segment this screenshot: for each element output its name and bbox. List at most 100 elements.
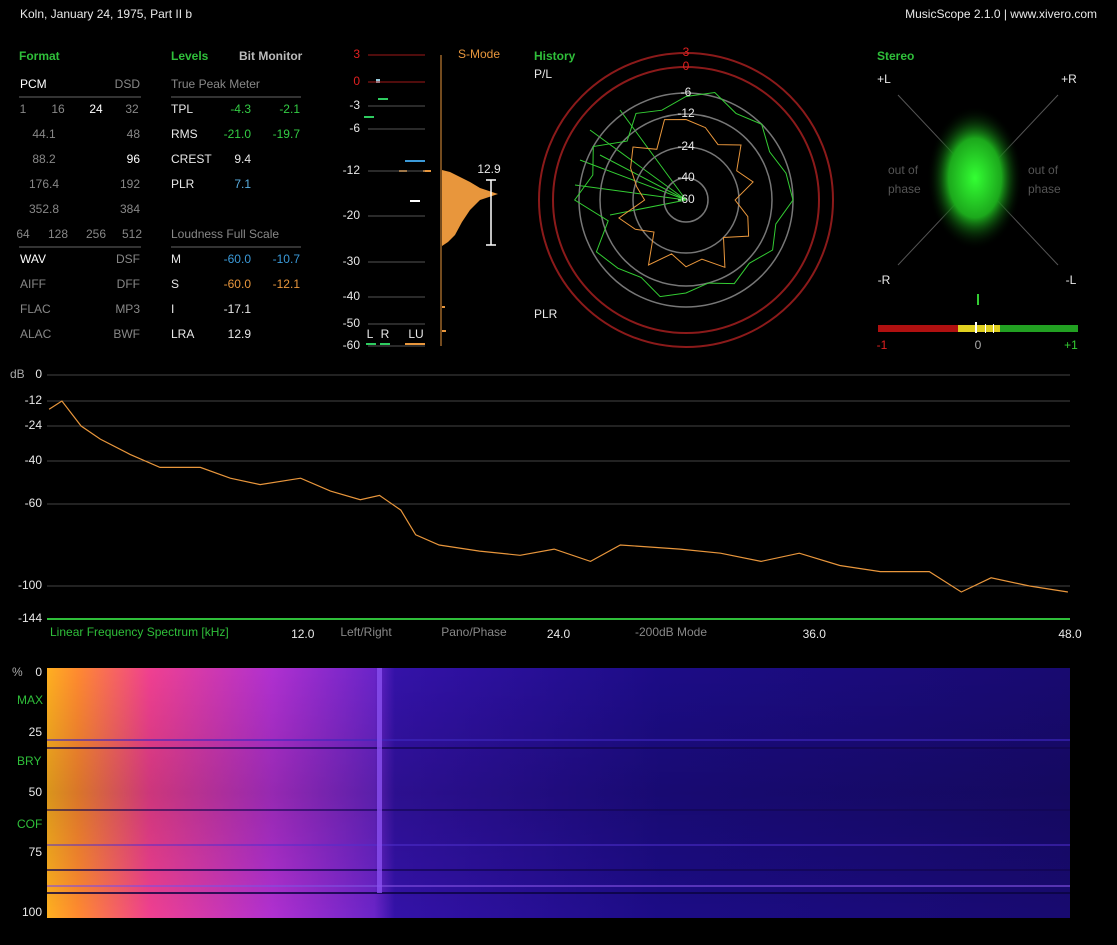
spectrum-button[interactable]: Left/Right (340, 625, 392, 639)
phase-note: phase (1028, 182, 1061, 196)
x-tick-label: 36.0 (803, 627, 827, 641)
level-label: I (171, 302, 174, 316)
format-option: 64 (16, 227, 30, 241)
format-option: 88.2 (32, 152, 56, 166)
history-ring-label: -12 (677, 106, 695, 120)
format-option: 192 (120, 177, 140, 191)
history-label: P/L (534, 67, 552, 81)
history-label: PLR (534, 307, 558, 321)
m-marker (405, 160, 425, 162)
y-tick-label: 0 (35, 367, 42, 381)
format-option: PCM (20, 77, 47, 91)
bit-monitor[interactable]: Bit Monitor (239, 49, 303, 63)
x-tick-label: 24.0 (547, 627, 571, 641)
level-label: RMS (171, 127, 198, 141)
lu-bar (405, 343, 425, 345)
history-ring (552, 66, 820, 334)
level-label: M (171, 252, 181, 266)
stereo-corner: -R (878, 273, 891, 287)
history-ring-label: -6 (681, 85, 692, 99)
y-tick-label: -144 (18, 611, 42, 625)
history-ring (599, 113, 773, 287)
y-axis-title: dB (10, 367, 25, 381)
window-title: Koln, January 24, 1975, Part II b (20, 7, 192, 21)
meter-tick-label: -12 (343, 163, 361, 177)
loudness-histogram (442, 170, 498, 246)
format-title: Format (19, 49, 60, 63)
format-option: 512 (122, 227, 142, 241)
correlation-label: 0 (975, 338, 982, 352)
meter-tick-label: 3 (353, 47, 360, 61)
level-value: -21.0 (224, 127, 252, 141)
spectrogram-marker: MAX (17, 693, 43, 707)
format-option: WAV (20, 252, 46, 266)
x-axis-title: Linear Frequency Spectrum [kHz] (50, 625, 229, 639)
format-option: AIFF (20, 277, 46, 291)
spectrogram-tick: 100 (22, 905, 42, 919)
format-option: 96 (127, 152, 141, 166)
meter-tick-label: -20 (343, 208, 361, 222)
stereo-corner: +L (877, 72, 891, 86)
level-value: -17.1 (224, 302, 252, 316)
format-option: MP3 (115, 302, 140, 316)
spectrum-line (48, 400, 1068, 593)
level-value: 7.1 (234, 177, 251, 191)
format-option: 44.1 (32, 127, 56, 141)
history-ring (538, 52, 834, 348)
r-bar (380, 343, 390, 345)
format-option: 176.4 (29, 177, 59, 191)
y-tick-label: -60 (25, 496, 43, 510)
correlation-bar (878, 294, 1078, 333)
spectrogram-unit: % (12, 665, 23, 679)
stereo-image (927, 106, 1023, 250)
spectrogram-tick: 75 (29, 845, 43, 859)
history-ring-label: -60 (677, 192, 695, 206)
phase-note: phase (888, 182, 921, 196)
y-tick-label: -40 (25, 453, 43, 467)
level-value: -19.7 (273, 127, 301, 141)
spectrogram-marker: BRY (17, 754, 41, 768)
history-ring-label: 3 (683, 45, 690, 59)
l-bar (366, 343, 376, 345)
level-value: 9.4 (234, 152, 251, 166)
meter-tick-label: -60 (343, 338, 361, 352)
format-option: 48 (127, 127, 141, 141)
meter-tick-label: -40 (343, 289, 361, 303)
meter-tick-label: -6 (349, 121, 360, 135)
separators (19, 96, 301, 248)
meter-mode[interactable]: S-Mode (458, 47, 500, 61)
meter-channel: L (367, 327, 374, 341)
history-ring-label: -24 (677, 139, 695, 153)
spectrogram-bands (47, 739, 1070, 894)
spectrum-button[interactable]: Pano/Phase (441, 625, 507, 639)
y-tick-label: -24 (25, 418, 43, 432)
y-tick-label: -100 (18, 578, 42, 592)
spectrum-button[interactable]: -200dB Mode (635, 625, 707, 639)
level-value: -60.0 (224, 252, 252, 266)
spectrogram-tick: 0 (35, 665, 42, 679)
format-option: 128 (48, 227, 68, 241)
meter-tick-label: 0 (353, 74, 360, 88)
format-option: 352.8 (29, 202, 59, 216)
format-option: DSF (116, 252, 140, 266)
level-label: S (171, 277, 179, 291)
level-label: PLR (171, 177, 195, 191)
meter-channel: R (381, 327, 390, 341)
levels-title: Levels (171, 49, 209, 63)
app-name: MusicScope 2.1.0 | www.xivero.com (905, 7, 1097, 21)
format-option: DSD (115, 77, 141, 91)
stereo-corner: +R (1061, 72, 1077, 86)
r-marker (364, 116, 374, 118)
level-value: -2.1 (279, 102, 300, 116)
history-trace (618, 118, 754, 269)
history-title: History (534, 49, 576, 63)
x-tick-label: 48.0 (1058, 627, 1082, 641)
l-marker (378, 98, 388, 100)
format-option: 1 (20, 102, 27, 116)
level-label: TPL (171, 102, 193, 116)
peak-marker (376, 79, 380, 83)
y-tick-label: -12 (25, 393, 43, 407)
stereo-corner: -L (1066, 273, 1077, 287)
spectrogram-tick: 25 (29, 725, 43, 739)
level-value: -60.0 (224, 277, 252, 291)
